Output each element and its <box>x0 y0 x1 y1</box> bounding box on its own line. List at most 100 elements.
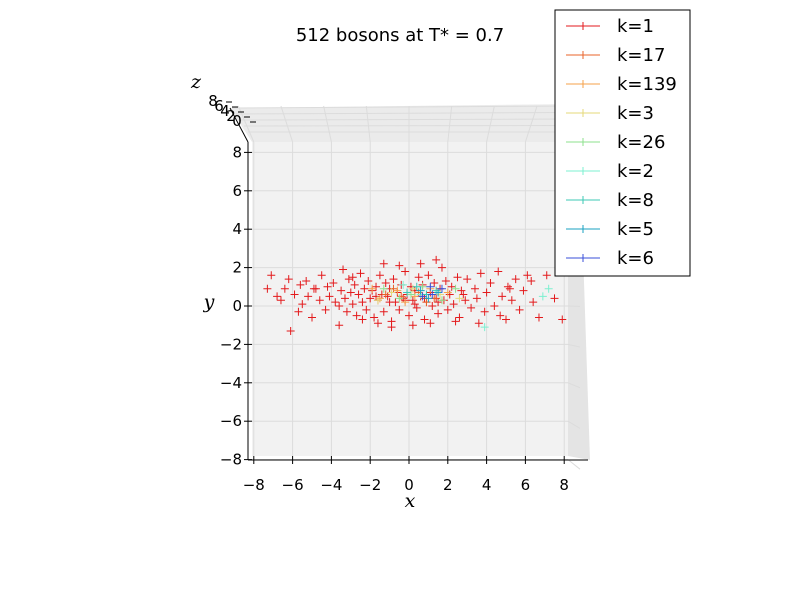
data-point <box>403 288 412 297</box>
data-point <box>364 277 373 286</box>
data-point <box>447 282 456 291</box>
data-point <box>335 302 344 310</box>
series-k=5 <box>416 286 443 303</box>
data-point <box>373 319 382 328</box>
x-tick-label: −6 <box>282 476 304 494</box>
data-point <box>496 311 505 320</box>
data-point <box>276 296 285 305</box>
data-point <box>519 286 528 295</box>
data-point <box>360 284 369 293</box>
data-point <box>286 326 295 335</box>
data-point <box>480 307 489 316</box>
data-point <box>428 302 437 310</box>
data-point <box>534 313 543 322</box>
data-point <box>507 296 516 305</box>
data-point <box>339 265 348 274</box>
data-point <box>401 298 410 307</box>
data-point <box>280 284 289 293</box>
data-point <box>550 294 559 303</box>
legend-label: k=6 <box>617 248 654 269</box>
data-point <box>389 284 398 293</box>
data-point <box>410 292 419 301</box>
data-point <box>443 288 452 297</box>
legend-label: k=3 <box>617 103 654 124</box>
z-axis-label: z <box>190 71 202 93</box>
legend-entry: k=139 <box>566 74 677 95</box>
data-point <box>304 292 313 301</box>
data-point <box>358 315 367 324</box>
grid-line-top <box>365 105 371 143</box>
x-tick-label: 2 <box>443 476 453 494</box>
data-point <box>344 275 353 284</box>
data-point <box>346 288 355 297</box>
y-axis-ticks: −8 −6 −4 −2 0 2 4 6 8 <box>220 143 252 469</box>
y-tick-label: −6 <box>220 412 242 430</box>
data-point <box>472 294 481 303</box>
data-point <box>441 277 450 286</box>
data-point <box>387 323 396 332</box>
data-point <box>325 292 334 301</box>
data-point <box>490 302 499 310</box>
grid-line-side <box>567 459 581 470</box>
y-tick-label: −8 <box>220 451 242 469</box>
y-tick-label: 4 <box>232 220 242 238</box>
legend-label: k=5 <box>617 219 654 240</box>
data-point <box>437 263 446 272</box>
data-point <box>294 307 303 316</box>
data-point <box>356 269 365 278</box>
data-point <box>523 271 532 280</box>
data-point <box>399 280 408 289</box>
data-point <box>416 259 425 268</box>
data-point <box>420 315 429 324</box>
y-tick-label: 8 <box>232 143 242 161</box>
data-point <box>480 323 489 332</box>
legend-entry: k=17 <box>566 45 665 66</box>
legend-label: k=26 <box>617 132 665 153</box>
x-axis-ticks: −8 −6 −4 −2 0 2 4 6 8 <box>243 456 569 494</box>
data-point <box>430 278 439 287</box>
data-point <box>352 311 361 320</box>
grid-line-side <box>567 343 581 348</box>
y-axis-label: y <box>203 291 215 313</box>
data-point <box>368 284 377 293</box>
data-point <box>366 294 375 303</box>
data-point <box>381 278 390 287</box>
data-point <box>379 284 388 293</box>
data-point <box>416 286 425 295</box>
axes-lines <box>229 107 588 461</box>
data-point <box>362 305 371 314</box>
grid-line-side <box>567 382 581 389</box>
back-pane <box>252 142 568 456</box>
series-k=3 <box>373 284 464 305</box>
data-point <box>443 305 452 314</box>
x-axis-label: x <box>405 490 416 512</box>
data-point <box>335 321 344 330</box>
legend-entry: k=26 <box>566 132 665 153</box>
data-point <box>511 275 520 284</box>
data-point <box>432 286 441 295</box>
x-tick-label: 4 <box>482 476 492 494</box>
data-point <box>426 319 435 328</box>
data-point <box>309 284 318 293</box>
data-point <box>385 298 394 307</box>
data-point <box>395 261 404 270</box>
data-point <box>323 282 332 291</box>
legend-entry: k=6 <box>566 248 654 269</box>
data-point <box>486 278 495 287</box>
grid-line-z <box>243 125 571 127</box>
z-tick-label: 2 <box>226 107 236 125</box>
data-point <box>354 290 363 299</box>
data-point <box>502 315 510 324</box>
data-point <box>373 296 382 305</box>
data-point <box>395 305 404 314</box>
data-point <box>424 294 433 303</box>
data-point <box>434 288 443 297</box>
scatter-points <box>263 255 567 335</box>
legend-box <box>554 9 691 277</box>
data-point <box>406 290 415 299</box>
data-point <box>348 273 357 282</box>
data-point <box>397 292 406 301</box>
z-tick-label: 0 <box>232 112 242 130</box>
data-point <box>432 255 441 264</box>
